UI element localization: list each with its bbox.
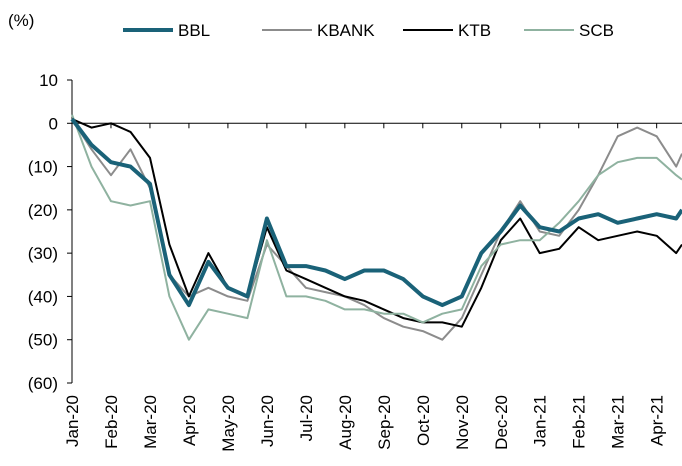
legend-label: BBL xyxy=(178,21,210,40)
y-tick-label: (50) xyxy=(28,331,58,350)
x-tick-label: Mar-21 xyxy=(609,395,628,449)
x-tick-label: Apr-20 xyxy=(180,395,199,446)
legend-label: SCB xyxy=(579,21,614,40)
y-tick-label: (20) xyxy=(28,201,58,220)
x-tick-label: Mar-20 xyxy=(141,395,160,449)
legend-label: KTB xyxy=(458,21,491,40)
x-tick-label: Jul-20 xyxy=(297,395,316,441)
x-tick-label: Feb-20 xyxy=(102,395,121,449)
y-tick-label: (30) xyxy=(28,244,58,263)
series-line xyxy=(71,114,682,341)
x-tick-label: Jan-21 xyxy=(531,395,550,447)
y-tick-label: (60) xyxy=(28,374,58,393)
y-tick-label: (40) xyxy=(28,287,58,306)
x-tick-label: Jan-20 xyxy=(63,395,82,447)
x-tick-label: Feb-21 xyxy=(570,395,589,449)
y-tick-label: (10) xyxy=(28,158,58,177)
y-tick-label: 10 xyxy=(39,71,58,90)
series-line xyxy=(70,117,682,308)
x-tick-label: Nov-20 xyxy=(453,395,472,450)
x-tick-label: Oct-20 xyxy=(414,395,433,446)
x-tick-label: Sep-20 xyxy=(375,395,394,450)
series-line xyxy=(71,118,682,328)
x-tick-label: May-20 xyxy=(219,395,238,452)
y-tick-label: 0 xyxy=(49,114,58,133)
x-tick-label: Jun-20 xyxy=(258,395,277,447)
legend-label: KBANK xyxy=(317,21,375,40)
y-unit-label: (%) xyxy=(8,11,34,30)
x-tick-label: Dec-20 xyxy=(492,395,511,450)
x-tick-label: Apr-21 xyxy=(648,395,667,446)
x-tick-label: Aug-20 xyxy=(336,395,355,450)
